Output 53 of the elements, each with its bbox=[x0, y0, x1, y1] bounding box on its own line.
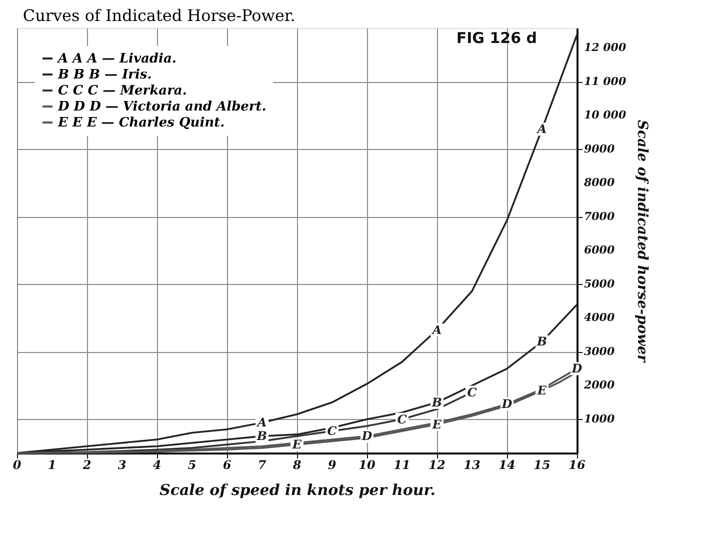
legend-label: D D D — Victoria and Albert. bbox=[57, 100, 266, 114]
x-tick-label: 12 bbox=[428, 458, 446, 472]
x-tick-label: 14 bbox=[498, 458, 516, 472]
y-tick-label: 2000 bbox=[583, 378, 615, 392]
y-tick-label: 7000 bbox=[584, 210, 615, 223]
x-tick-label: 3 bbox=[118, 458, 126, 472]
legend-label: B B B — Iris. bbox=[57, 68, 152, 82]
x-tick-label: 10 bbox=[358, 458, 376, 472]
x-tick-label: 0 bbox=[12, 458, 22, 472]
annotation: E bbox=[431, 417, 442, 432]
annotation: FIG 126 d bbox=[456, 29, 537, 47]
annotation: B bbox=[430, 395, 442, 410]
x-tick-label: 2 bbox=[82, 458, 92, 472]
y-tick-label: 12 000 bbox=[584, 41, 626, 54]
x-tick-label: 9 bbox=[328, 458, 337, 472]
annotation: E bbox=[536, 384, 548, 398]
legend-label: C C C — Merkara. bbox=[58, 84, 187, 98]
annotation: A bbox=[536, 122, 547, 136]
y-tick-label: 6000 bbox=[584, 244, 615, 257]
annotation: C bbox=[467, 385, 478, 400]
x-tick-label: 8 bbox=[292, 458, 302, 472]
y-tick-label: 3000 bbox=[584, 344, 615, 358]
y-tick-label: 5000 bbox=[584, 277, 615, 290]
y-axis-title: Scale of indicated horse-power bbox=[634, 120, 650, 364]
annotation: D bbox=[360, 429, 373, 444]
x-tick-label: 16 bbox=[568, 458, 586, 472]
y-tick-label: 11 000 bbox=[584, 74, 626, 88]
annotation: D bbox=[500, 397, 513, 412]
annotation: B bbox=[256, 429, 268, 444]
annotation: E bbox=[291, 438, 302, 452]
x-tick-label: 15 bbox=[534, 458, 550, 472]
annotation: C bbox=[397, 412, 408, 426]
legend-label: A A A — Livadia. bbox=[56, 52, 176, 66]
x-tick-label: 13 bbox=[464, 458, 480, 472]
annotation: D bbox=[570, 362, 583, 376]
x-tick-label: 1 bbox=[48, 458, 56, 472]
chart-title: Curves of Indicated Horse-Power. bbox=[22, 6, 296, 25]
annotation: C bbox=[327, 424, 338, 438]
y-tick-label: 9000 bbox=[584, 142, 615, 156]
annotation: B bbox=[536, 334, 548, 349]
x-axis-title: Scale of speed in knots per hour. bbox=[159, 481, 436, 499]
x-tick-label: 6 bbox=[222, 458, 232, 472]
x-tick-label: 11 bbox=[394, 458, 410, 472]
x-tick-label: 5 bbox=[188, 458, 196, 472]
y-tick-label: 4000 bbox=[584, 311, 615, 324]
x-tick-label: 7 bbox=[258, 458, 267, 472]
y-tick-label: 10 000 bbox=[584, 108, 626, 122]
y-tick-label: 8000 bbox=[583, 176, 615, 190]
annotation: A bbox=[431, 322, 442, 337]
y-tick-label: 1000 bbox=[584, 412, 615, 426]
legend-label: E E E — Charles Quint. bbox=[57, 116, 225, 130]
x-tick-label: 4 bbox=[152, 458, 162, 472]
annotation: A bbox=[256, 416, 267, 430]
